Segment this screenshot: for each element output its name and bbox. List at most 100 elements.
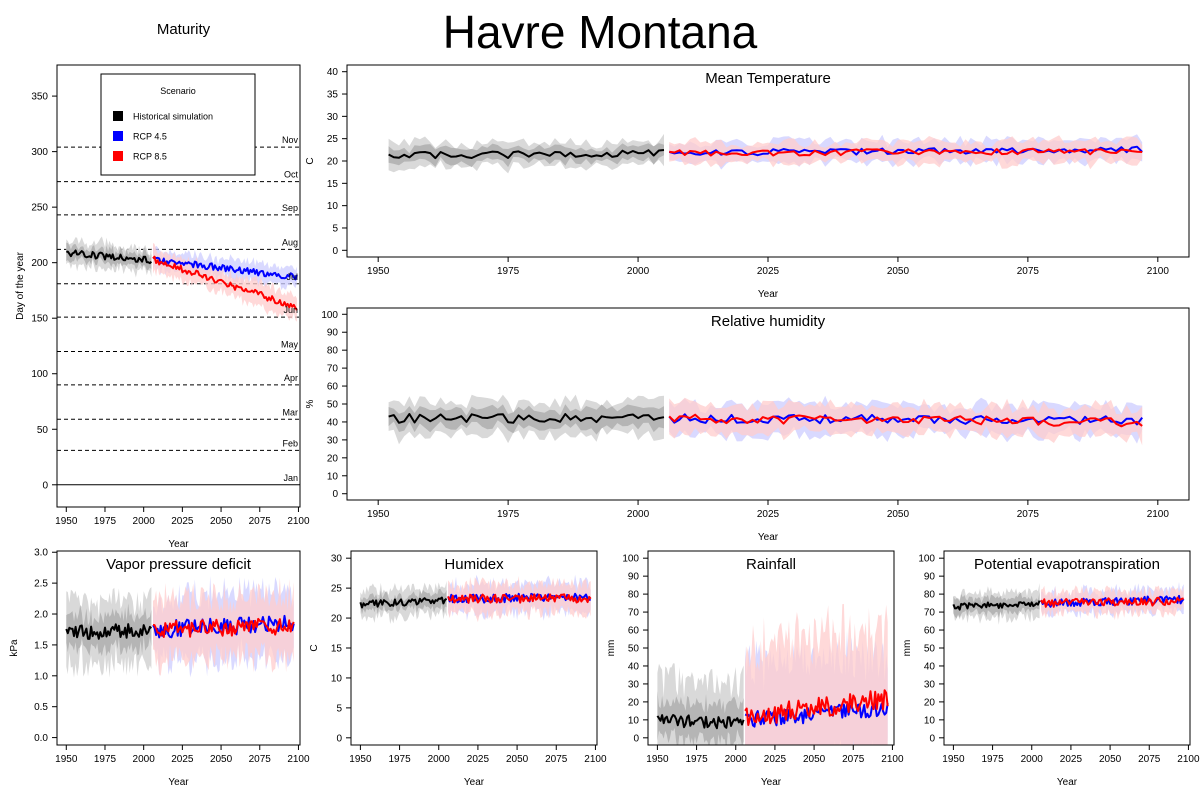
y-tick-label: 30 (924, 679, 936, 690)
x-tick-label: 2075 (545, 754, 568, 765)
month-label-aug: Aug (282, 237, 298, 247)
rainfall-plot-area (656, 603, 889, 745)
y-tick-label: 70 (628, 608, 640, 619)
x-tick-label: 2000 (428, 754, 451, 765)
y-tick-label: 1.5 (34, 640, 48, 651)
potential-evapotranspiration-x-axis-label: Year (1057, 777, 1078, 788)
humidex-title: Humidex (444, 556, 504, 573)
x-tick-label: 1950 (349, 754, 372, 765)
vapor-pressure-deficit-x-axis-label: Year (168, 777, 189, 788)
vapor-pressure-deficit-frame (56, 550, 301, 746)
y-tick-label: 70 (327, 364, 339, 375)
maturity-rcp85-line (152, 255, 298, 311)
y-tick-label: 90 (327, 328, 339, 339)
legend-label: RCP 8.5 (133, 152, 167, 162)
x-tick-label: 2000 (133, 516, 156, 527)
y-tick-label: 0 (633, 733, 639, 744)
x-tick-label: 1975 (388, 754, 411, 765)
figure-title: Havre Montana (443, 6, 758, 58)
x-tick-label: 2075 (1138, 754, 1161, 765)
relative-humidity-chart: 1950 1975 2000 2025 2050 2075 2100 0 10 20 30 40 50 6… (305, 307, 1190, 543)
vapor-pressure-deficit-plot-area (65, 576, 295, 678)
y-tick-label: 5 (332, 223, 338, 234)
month-label-jul: Jul (286, 272, 298, 282)
y-tick-label: 100 (622, 554, 639, 565)
x-tick-label: 2050 (1099, 754, 1122, 765)
x-tick-label: 2025 (1060, 754, 1083, 765)
y-tick-label: 40 (327, 67, 339, 78)
vapor-pressure-deficit-y-axis-label: kPa (9, 639, 20, 657)
maturity-plot-area (57, 146, 300, 486)
y-tick-label: 30 (327, 112, 339, 123)
relative-humidity-plot-area (388, 394, 1143, 446)
x-tick-label: 2050 (887, 509, 910, 520)
month-label-feb: Feb (282, 438, 298, 448)
legend-label: Historical simulation (133, 112, 213, 122)
y-tick-label: 30 (327, 435, 339, 446)
humidex-x-axis-label: Year (464, 777, 485, 788)
potential-evapotranspiration-title: Potential evapotranspiration (974, 556, 1160, 573)
y-tick-label: 0 (332, 489, 338, 500)
humidex-historical-band-inner (360, 588, 447, 615)
relative-humidity-y-axis-label: % (305, 399, 316, 408)
y-tick-label: 300 (31, 147, 48, 158)
y-tick-label: 40 (924, 661, 936, 672)
maturity-rcp45-line (152, 256, 298, 281)
x-tick-label: 2075 (1017, 509, 1040, 520)
month-label-jan: Jan (283, 473, 298, 483)
month-label-mar: Mar (283, 407, 299, 417)
y-tick-label: 100 (918, 554, 935, 565)
maturity-historical-line (66, 249, 153, 265)
y-tick-label: 10 (327, 201, 339, 212)
maturity-frame (56, 64, 301, 508)
y-tick-label: 350 (31, 92, 48, 103)
mean-temperature-plot-area (388, 133, 1143, 174)
rainfall-y-axis-label: mm (606, 640, 617, 657)
month-label-oct: Oct (284, 170, 299, 180)
mean-temperature-x-axis-label: Year (758, 289, 779, 300)
potential-evapotranspiration-rcp85-line (1040, 596, 1184, 608)
y-tick-label: 0 (332, 246, 338, 257)
relative-humidity-x-axis-label: Year (758, 532, 779, 543)
y-tick-label: 150 (31, 314, 48, 325)
x-tick-label: 2075 (249, 754, 272, 765)
y-tick-label: 2.5 (34, 579, 48, 590)
potential-evapotranspiration-plot-area (952, 581, 1185, 625)
y-tick-label: 60 (628, 626, 640, 637)
y-tick-label: 20 (628, 697, 640, 708)
y-tick-label: 40 (327, 417, 339, 428)
legend-swatch (113, 151, 123, 161)
y-tick-label: 5 (336, 703, 342, 714)
y-tick-label: 90 (924, 572, 936, 583)
y-tick-label: 250 (31, 203, 48, 214)
y-tick-label: 0 (42, 480, 48, 491)
y-tick-label: 100 (31, 369, 48, 380)
legend-title: Scenario (160, 86, 196, 96)
x-tick-label: 2050 (210, 754, 233, 765)
legend-label: RCP 4.5 (133, 132, 167, 142)
y-tick-label: 10 (331, 673, 343, 684)
month-label-sep: Sep (282, 203, 298, 213)
rainfall-x-axis-label: Year (761, 777, 782, 788)
y-tick-label: 40 (628, 661, 640, 672)
mean-temperature-y-axis-label: C (305, 157, 316, 164)
relative-humidity-historical-band-inner (388, 404, 664, 435)
x-tick-label: 2100 (1147, 509, 1170, 520)
mean-temperature-title: Mean Temperature (705, 70, 831, 87)
potential-evapotranspiration-historical-line (952, 600, 1041, 611)
x-tick-label: 1975 (94, 516, 117, 527)
x-tick-label: 2025 (171, 516, 194, 527)
y-tick-label: 0.0 (34, 733, 48, 744)
month-label-may: May (281, 340, 299, 350)
maturity-y-axis-label: Day of the year (15, 251, 26, 319)
rainfall-title: Rainfall (746, 556, 796, 573)
x-tick-label: 1950 (55, 516, 78, 527)
humidex-plot-area (359, 574, 592, 624)
x-tick-label: 2000 (725, 754, 748, 765)
x-tick-label: 1975 (685, 754, 708, 765)
x-tick-label: 2100 (881, 754, 904, 765)
y-tick-label: 1.0 (34, 671, 48, 682)
x-tick-label: 1975 (497, 266, 520, 277)
x-tick-label: 2100 (1177, 754, 1200, 765)
y-tick-label: 80 (327, 346, 339, 357)
